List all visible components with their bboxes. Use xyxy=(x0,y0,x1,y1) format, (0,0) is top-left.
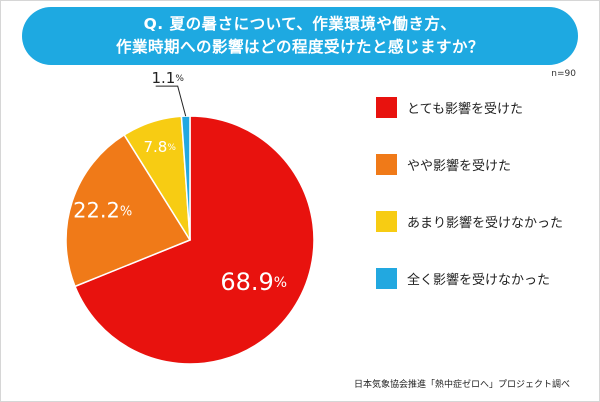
legend-label: とても影響を受けた xyxy=(407,102,523,117)
legend-item: やや影響を受けた xyxy=(376,154,563,175)
legend-item: あまり影響を受けなかった xyxy=(376,211,563,232)
slice-very-affected xyxy=(74,115,315,365)
data-label: 68.9% xyxy=(220,268,287,296)
data-label: 1.1% xyxy=(151,69,184,87)
legend-label: 全く影響を受けなかった xyxy=(407,273,551,288)
legend-swatch xyxy=(376,268,397,289)
legend-label: やや影響を受けた xyxy=(407,159,512,174)
legend-swatch xyxy=(376,154,397,175)
data-label: 22.2% xyxy=(73,199,132,223)
title-line-1: Q. 夏の暑さについて、作業環境や働き方、 xyxy=(143,15,457,33)
legend-swatch xyxy=(376,97,397,118)
legend: とても影響を受けた やや影響を受けたあまり影響を受けなかった 全く影響を受けなかった xyxy=(376,97,563,325)
legend-item: とても影響を受けた xyxy=(376,97,563,118)
source-note: 日本気象協会推進「熱中症ゼロへ」プロジェクト調べ xyxy=(353,380,570,390)
legend-swatch xyxy=(376,211,397,232)
legend-item: 全く影響を受けなかった xyxy=(376,268,563,289)
sample-size: n=90 xyxy=(551,69,576,79)
legend-label: あまり影響を受けなかった xyxy=(407,216,564,231)
slice-somewhat-affected xyxy=(65,133,192,288)
title-line-2: 作業時期への影響はどの程度受けたと感じますか？ xyxy=(115,38,484,56)
leader-line xyxy=(155,85,187,117)
title-banner: Q. 夏の暑さについて、作業環境や働き方、 作業時期への影響はどの程度受けたと感… xyxy=(22,7,578,65)
data-label: 7.8% xyxy=(143,137,176,155)
